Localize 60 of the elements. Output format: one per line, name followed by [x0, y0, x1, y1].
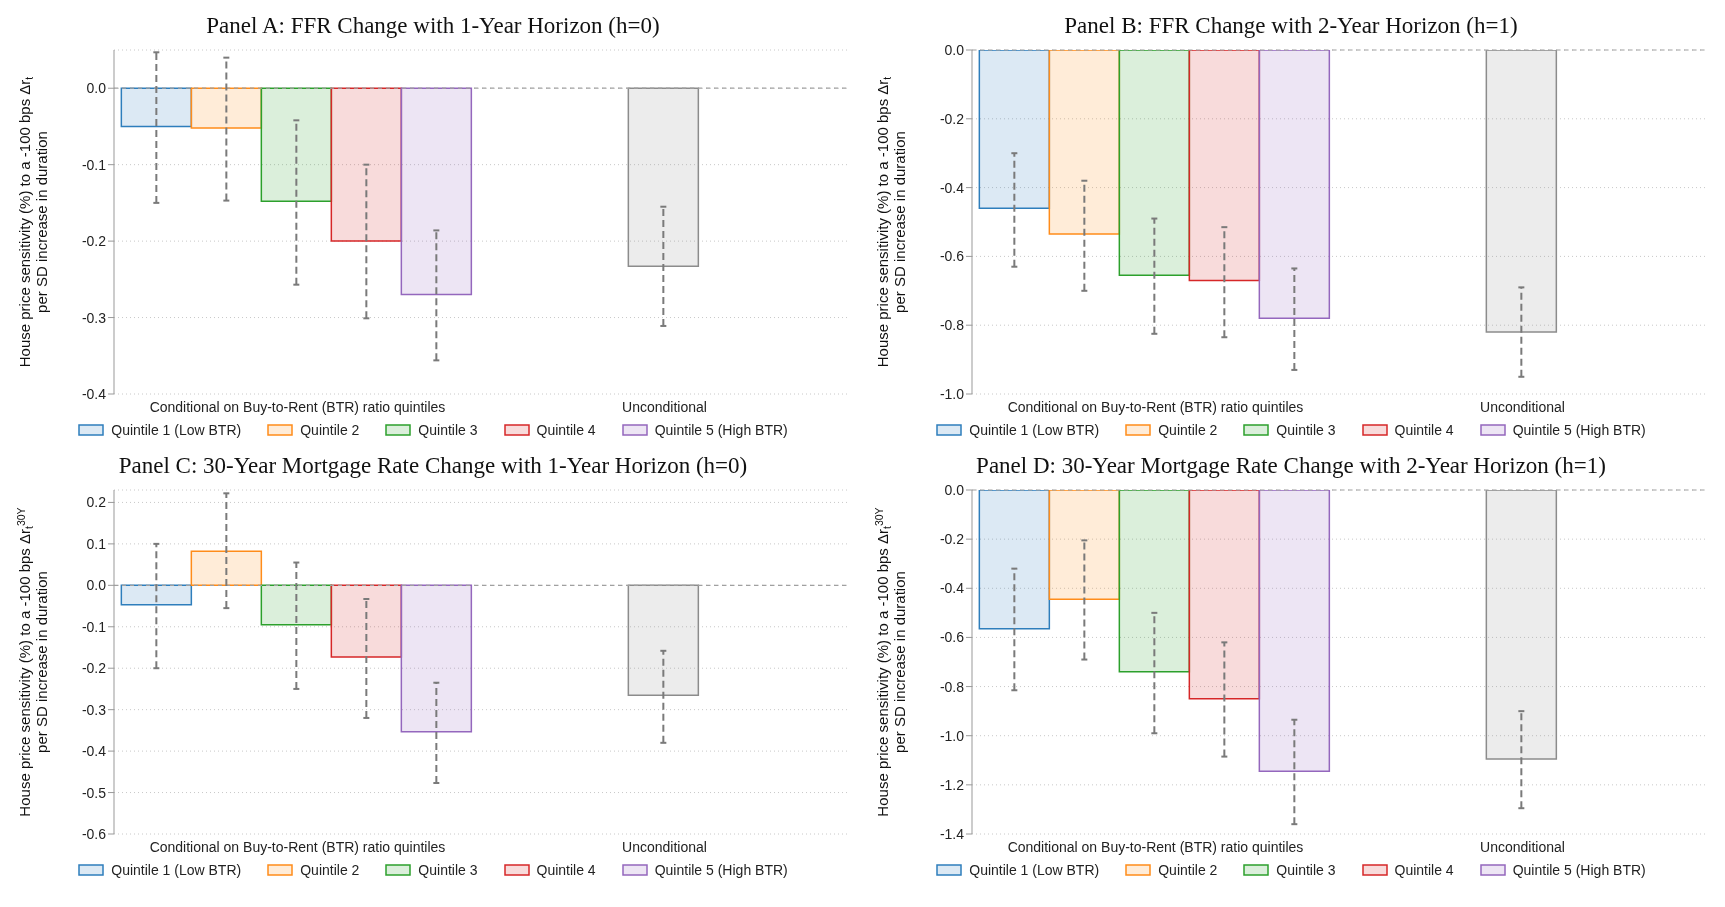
- y-tick-label: -0.2: [81, 660, 107, 677]
- y-tick-label: 0.0: [86, 80, 107, 97]
- y-tick-label: 0.1: [86, 535, 107, 552]
- y-tick-label: -0.3: [81, 309, 107, 326]
- x-tick-label: Conditional on Buy-to-Rent (BTR) ratio quintiles: [149, 398, 446, 415]
- chart-title: Panel A: FFR Change with 1-Year Horizon (h=0): [205, 12, 661, 40]
- x-tick-label: Unconditional: [1480, 398, 1565, 415]
- legend-label: Quintile 5 (High BTR): [654, 862, 788, 878]
- y-tick-label: -1.4: [939, 825, 965, 842]
- y-tick-label: -0.2: [939, 531, 965, 548]
- legend-label: Quintile 5 (High BTR): [654, 422, 788, 438]
- legend-label: Quintile 4: [1394, 862, 1454, 878]
- y-tick-label: -0.5: [81, 784, 107, 801]
- y-tick-label: -0.1: [81, 156, 107, 173]
- legend-label: Quintile 3: [418, 862, 478, 878]
- legend-label: Quintile 5 (High BTR): [1512, 862, 1646, 878]
- x-tick-label: Conditional on Buy-to-Rent (BTR) ratio quintiles: [1007, 398, 1304, 415]
- y-tick-label: 0.0: [86, 577, 107, 594]
- y-tick-label: -0.2: [939, 110, 965, 127]
- y-tick-label: -1.0: [939, 727, 965, 744]
- x-tick-label: Unconditional: [622, 398, 707, 415]
- y-tick-label: -0.2: [81, 233, 107, 250]
- legend-label: Quintile 4: [1394, 422, 1454, 438]
- y-tick-label: -0.4: [81, 385, 107, 402]
- x-tick-label: Conditional on Buy-to-Rent (BTR) ratio quintiles: [1007, 838, 1304, 855]
- y-tick-label: -0.8: [939, 317, 965, 334]
- legend-label: Quintile 1 (Low BTR): [969, 422, 1100, 438]
- legend-label: Quintile 2: [300, 862, 360, 878]
- legend-label: Quintile 4: [536, 862, 596, 878]
- y-tick-label: -0.6: [81, 825, 107, 842]
- y-tick-label: -0.3: [81, 701, 107, 718]
- y-tick-label: -0.6: [939, 629, 965, 646]
- y-tick-label: -1.0: [939, 385, 965, 402]
- y-tick-label: 0.2: [86, 494, 107, 511]
- chart-title: Panel C: 30-Year Mortgage Rate Change with 1-Year Horizon (h=0): [117, 452, 749, 480]
- legend-label: Quintile 2: [1158, 862, 1218, 878]
- chart-title: Panel B: FFR Change with 2-Year Horizon (h=1): [1064, 13, 1518, 38]
- y-tick-label: -0.4: [81, 743, 107, 760]
- legend-label: Quintile 3: [418, 422, 478, 438]
- x-tick-label: Unconditional: [1480, 838, 1565, 855]
- legend-label: Quintile 3: [1276, 422, 1336, 438]
- y-tick-label: -0.1: [81, 618, 107, 635]
- y-tick-label: -0.6: [939, 248, 965, 265]
- legend-label: Quintile 1 (Low BTR): [111, 422, 242, 438]
- y-tick-label: -0.4: [939, 179, 965, 196]
- legend-label: Quintile 5 (High BTR): [1512, 422, 1646, 438]
- legend-label: Quintile 2: [1158, 422, 1218, 438]
- y-tick-label: 0.0: [944, 481, 965, 498]
- chart-title: Panel D: 30-Year Mortgage Rate Change with 2-Year Horizon (h=1): [976, 453, 1606, 478]
- x-tick-label: Unconditional: [622, 838, 707, 855]
- legend-label: Quintile 1 (Low BTR): [969, 862, 1100, 878]
- legend-label: Quintile 3: [1276, 862, 1336, 878]
- y-tick-label: 0.0: [944, 41, 965, 58]
- y-tick-label: -1.2: [939, 776, 965, 793]
- y-tick-label: -0.8: [939, 678, 965, 695]
- legend-label: Quintile 4: [536, 422, 596, 438]
- y-tick-label: -0.4: [939, 580, 965, 597]
- x-tick-label: Conditional on Buy-to-Rent (BTR) ratio quintiles: [149, 838, 446, 855]
- legend-label: Quintile 1 (Low BTR): [111, 862, 242, 878]
- legend-label: Quintile 2: [300, 422, 360, 438]
